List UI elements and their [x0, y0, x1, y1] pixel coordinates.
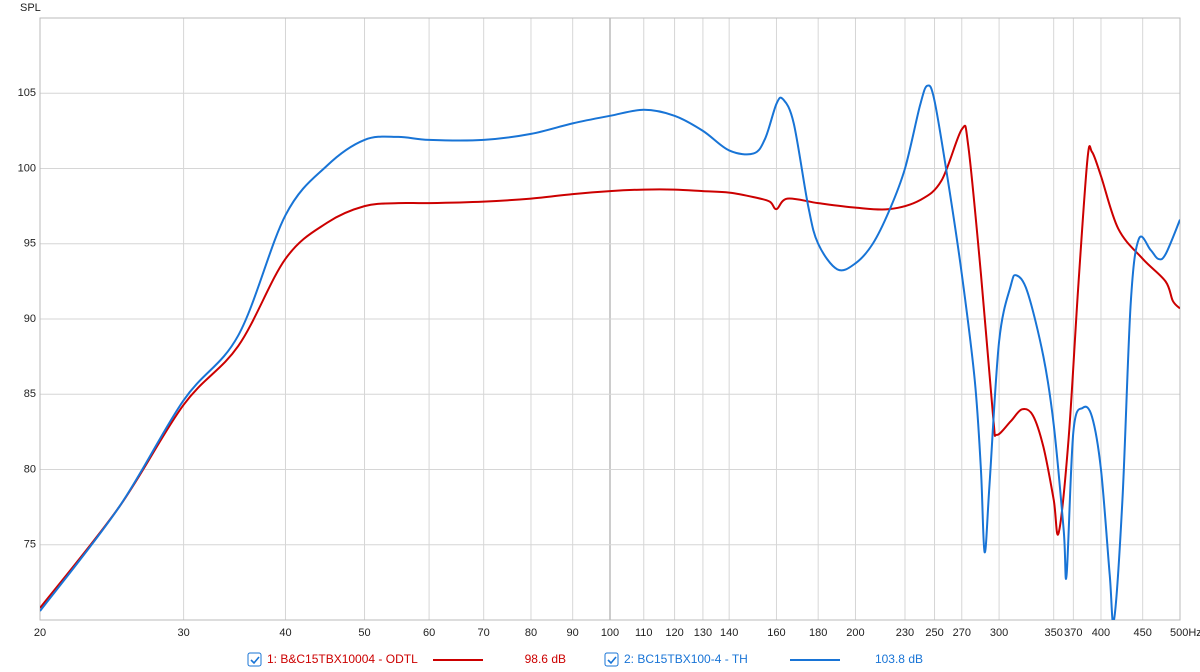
x-tick-label: 400	[1092, 627, 1110, 639]
checkbox-box[interactable]	[247, 652, 262, 667]
lines	[40, 84, 1180, 620]
x-tick-label: 370	[1064, 627, 1082, 639]
checkbox-check[interactable]	[250, 656, 260, 665]
x-tick-label: 180	[809, 627, 827, 639]
x-tick-label: 80	[525, 627, 537, 639]
x-tick-label: 230	[896, 627, 914, 639]
y-tick-label: 90	[24, 313, 36, 325]
y-tick-label: 80	[24, 463, 36, 475]
legend: 1: B&C15TBX10004 - ODTL 98.6 dB 2: BC15TBX…	[247, 652, 923, 667]
x-tick-label: 160	[767, 627, 785, 639]
legend-level: 98.6 dB	[525, 652, 566, 666]
x-tick-label: 500Hz	[1170, 627, 1200, 639]
plot-frame	[39, 17, 1181, 621]
legend-checkbox[interactable]	[247, 652, 262, 667]
y-tick-label: 75	[24, 539, 36, 551]
legend-label: 2: BC15TBX100-4 - TH	[624, 652, 748, 666]
x-tick-label: 300	[990, 627, 1008, 639]
y-axis-label: SPL	[20, 2, 41, 14]
x-tick-label: 50	[358, 627, 370, 639]
x-tick-label: 70	[478, 627, 490, 639]
x-tick-label: 40	[279, 627, 291, 639]
x-tick-label: 90	[567, 627, 579, 639]
legend-label: 1: B&C15TBX10004 - ODTL	[267, 652, 418, 666]
x-tick-label: 20	[34, 627, 46, 639]
x-tick-label: 100	[601, 627, 619, 639]
y-tick-label: 105	[18, 87, 36, 99]
labels: 20 30 40 50 60 70 80 90 100 110 120 130 140 160 180 200…	[18, 87, 1200, 639]
x-tick-label: 130	[694, 627, 712, 639]
legend-checkbox[interactable]	[604, 652, 619, 667]
x-tick-label: 270	[953, 627, 971, 639]
x-tick-label: 120	[665, 627, 683, 639]
checkbox-box[interactable]	[604, 652, 619, 667]
y-tick-label: 85	[24, 388, 36, 400]
y-tick-label: 95	[24, 238, 36, 250]
x-tick-label: 60	[423, 627, 435, 639]
x-tick-label: 250	[925, 627, 943, 639]
x-tick-label: 450	[1134, 627, 1152, 639]
series-line	[40, 84, 1180, 620]
legend-level: 103.8 dB	[875, 652, 923, 666]
x-tick-label: 350	[1045, 627, 1063, 639]
x-tick-label: 110	[635, 627, 653, 639]
x-tick-label: 200	[846, 627, 864, 639]
x-tick-label: 30	[177, 627, 189, 639]
x-tick-label: 140	[720, 627, 738, 639]
grid	[39, 18, 1181, 620]
checkbox-check[interactable]	[607, 656, 617, 665]
y-tick-label: 100	[18, 162, 36, 174]
series-line	[40, 124, 1180, 609]
